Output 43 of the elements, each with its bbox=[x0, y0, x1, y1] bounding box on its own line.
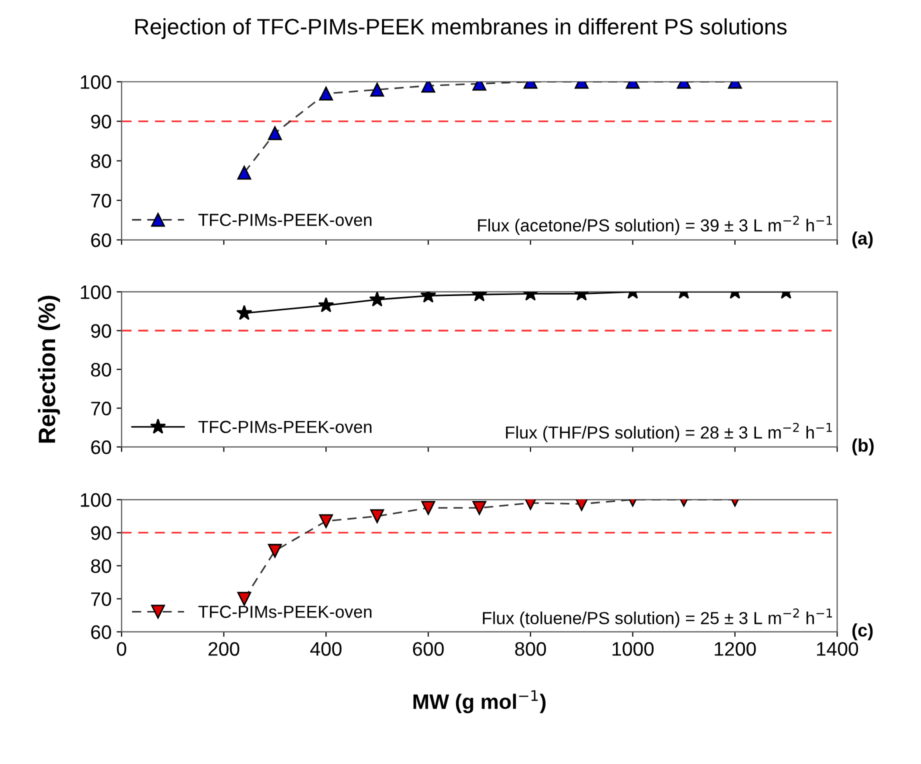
point bbox=[472, 500, 486, 515]
annotation: Flux (acetone/PS solution) = 39 ± 3 L m$^{−2}$ h$^{−1}$ bbox=[478, 216, 832, 235]
legend-label: TFC-PIMs-PEEK-oven bbox=[198, 606, 372, 618]
point bbox=[237, 166, 252, 180]
x-tick-label: 600 bbox=[413, 642, 444, 656]
x-axis-title: MW (g mol$^{−1}$) bbox=[413, 690, 546, 714]
y-tick-label: 90 bbox=[91, 324, 112, 338]
point bbox=[268, 126, 282, 140]
y-tick-label: 60 bbox=[91, 233, 112, 248]
y-tick-label: 80 bbox=[91, 559, 112, 573]
y-tick-label: 90 bbox=[91, 526, 112, 540]
text: (a) bbox=[852, 231, 873, 248]
text: (c) bbox=[852, 623, 873, 640]
x-tick-label: 800 bbox=[515, 642, 546, 656]
x-tick-label: 400 bbox=[310, 642, 342, 656]
x-tick-label: 1200 bbox=[714, 642, 756, 656]
legend-label: TFC-PIMs-PEEK-oven bbox=[198, 214, 372, 226]
x-tick-label: 1400 bbox=[817, 642, 858, 656]
y-tick-label: 60 bbox=[91, 625, 112, 640]
y-tick-label: 100 bbox=[80, 493, 112, 507]
x-tick-label: 200 bbox=[208, 642, 240, 656]
annotation: Flux (THF/PS solution) = 28 ± 3 L m$^{−2}$ h$^{−1}$ bbox=[506, 422, 832, 442]
legend-label: TFC-PIMs-PEEK-oven bbox=[198, 420, 372, 434]
point bbox=[237, 592, 252, 606]
y-tick-label: 100 bbox=[80, 285, 112, 300]
y-tick-label: 90 bbox=[91, 114, 112, 129]
text: (b) bbox=[852, 438, 874, 456]
y-tick-label: 60 bbox=[91, 440, 112, 454]
point bbox=[268, 544, 282, 558]
x-tick-label: 1000 bbox=[612, 642, 654, 656]
y-tick-label: 70 bbox=[91, 402, 112, 416]
x-tick-label: 0 bbox=[116, 642, 126, 656]
y-tick-label: 70 bbox=[91, 194, 112, 208]
y-tick-label: 70 bbox=[91, 592, 112, 606]
chart-title: Rejection of TFC-PIMs-PEEK membranes in different PS solutions bbox=[135, 18, 787, 39]
annotation: Flux (toluene/PS solution) = 25 ± 3 L m$^{−2}$ h$^{−1}$ bbox=[482, 608, 832, 628]
point bbox=[421, 500, 436, 515]
y-tick-label: 80 bbox=[91, 154, 112, 168]
y-axis-title: Rejection (%) bbox=[38, 296, 60, 443]
point bbox=[319, 514, 333, 528]
y-tick-label: 80 bbox=[91, 362, 112, 377]
y-tick-label: 100 bbox=[80, 75, 112, 89]
point bbox=[370, 509, 384, 524]
